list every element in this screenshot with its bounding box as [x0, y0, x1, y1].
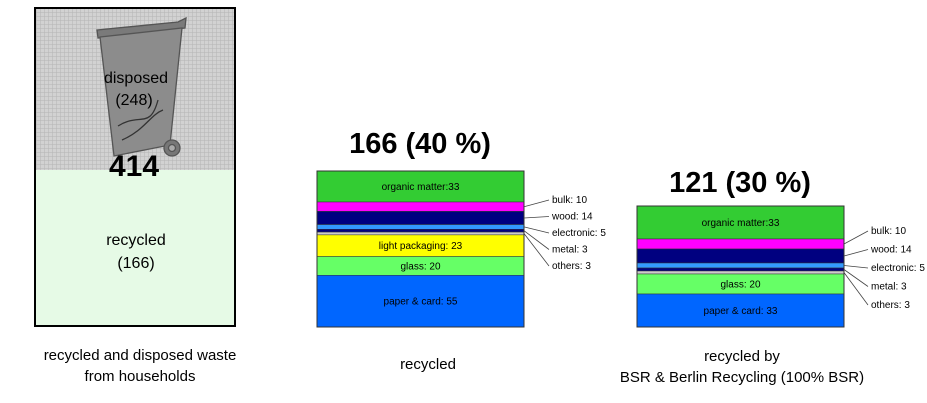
segment-paper-card-55: [316, 275, 525, 328]
bsr-recycled-chart: 121 (30 %) organic matter:33 glass: 20 pape…: [620, 167, 925, 386]
recycled-chart: 166 (40 %) organic matter:33 light packagi…: [316, 128, 606, 373]
recycled-segment: [35, 170, 235, 326]
segment-wood-14: [636, 248, 845, 264]
label-metal-3: metal: 3: [552, 245, 588, 256]
segment-others-3: [316, 231, 525, 236]
stack-frame: [316, 170, 525, 328]
segment-bulk-10: [636, 238, 845, 250]
segment-label-glass-20: glass: 20: [400, 261, 440, 272]
label-others-3: others: 3: [871, 300, 910, 311]
household-bar-frame: [34, 7, 236, 327]
disposed-value: (248): [115, 92, 152, 109]
segment-label-paper-card-55: paper & card: 55: [384, 297, 458, 308]
label-wood-14: wood: 14: [551, 212, 593, 223]
segment-metal-3: [316, 229, 525, 233]
label-wood-14: wood: 14: [870, 245, 912, 256]
caption-line-1: recycled by: [704, 348, 780, 365]
leader-metal-3: [843, 269, 869, 287]
segment-electronic-5: [636, 262, 845, 269]
segment-bulk-10: [316, 201, 525, 212]
disposed-label: disposed: [104, 70, 168, 87]
label-electronic-5: electronic: 5: [552, 228, 606, 239]
leader-others-3: [523, 233, 550, 267]
stack-frame: [636, 205, 845, 328]
segment-wood-14: [316, 211, 525, 225]
leader-bulk-10: [523, 199, 550, 208]
leader-others-3: [843, 272, 869, 306]
segment-paper-card-33: [636, 293, 845, 328]
household-total: 414: [109, 150, 159, 183]
label-bulk-10: bulk: 10: [871, 226, 906, 237]
leader-wood-14: [843, 249, 869, 257]
label-bulk-10: bulk: 10: [552, 195, 587, 206]
leader-electronic-5: [523, 226, 550, 234]
recycled-label: recycled: [106, 232, 166, 249]
label-metal-3: metal: 3: [871, 282, 907, 293]
leader-bulk-10: [843, 230, 869, 245]
recycled-value: (166): [117, 255, 154, 272]
caption-line-1: recycled: [400, 356, 456, 373]
chart-title: 121 (30 %): [669, 167, 811, 199]
segment-label-organic-matter-33: organic matter:33: [702, 218, 780, 229]
household-waste-chart: disposed (248) recycled (166) 414 recycl…: [34, 7, 237, 385]
waste-bin-icon: [96, 16, 187, 157]
label-electronic-5: electronic: 5: [871, 263, 925, 274]
segment-label-paper-card-33: paper & card: 33: [704, 306, 778, 317]
household-caption-line-1: recycled and disposed waste: [44, 347, 237, 364]
segment-metal-3: [636, 267, 845, 272]
leader-metal-3: [523, 230, 550, 250]
leader-electronic-5: [843, 265, 869, 269]
leader-wood-14: [523, 216, 550, 219]
segment-label-organic-matter-33: organic matter:33: [382, 182, 460, 193]
chart-title: 166 (40 %): [349, 128, 491, 160]
segment-label-light-packaging-23: light packaging: 23: [379, 241, 463, 252]
household-caption-line-2: from households: [85, 368, 196, 385]
segment-electronic-5: [316, 224, 525, 230]
label-others-3: others: 3: [552, 261, 591, 272]
segment-label-glass-20: glass: 20: [720, 280, 760, 291]
caption-line-2: BSR & Berlin Recycling (100% BSR): [620, 369, 864, 386]
segment-others-3: [636, 270, 845, 275]
